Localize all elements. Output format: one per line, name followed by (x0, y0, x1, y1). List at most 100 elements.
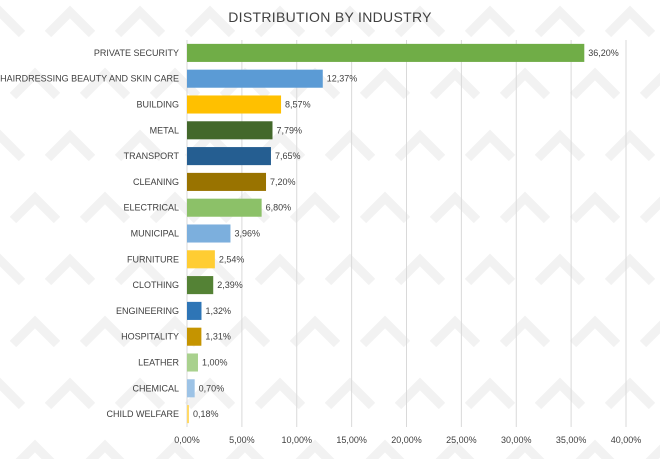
bar (187, 198, 262, 217)
background-chevron (44, 5, 96, 38)
background-chevron (639, 320, 660, 348)
background-chevron (429, 67, 481, 100)
data-label: 2,54% (219, 254, 245, 264)
background-chevron (85, 439, 125, 459)
chart-title: DISTRIBUTION BY INDUSTRY (228, 9, 432, 25)
category-label: LEATHER (138, 358, 179, 368)
category-labels: PRIVATE SECURITY HAIRDRESSING BEAUTY AND … (0, 48, 179, 419)
background-chevron (0, 129, 26, 162)
background-chevron (114, 377, 166, 410)
background-chevron (429, 315, 481, 348)
background-chevron (254, 253, 306, 286)
data-label: 7,65% (275, 151, 301, 161)
background-chevron (289, 191, 341, 224)
background-chevron (534, 129, 586, 162)
background-chevron (184, 5, 236, 38)
data-label: 8,57% (285, 100, 311, 110)
background-chevron (534, 5, 586, 38)
data-label: 36,20% (588, 48, 619, 58)
background-chevron (534, 253, 586, 286)
data-label: 2,39% (217, 280, 243, 290)
bar (187, 95, 282, 114)
background-chevron (295, 439, 335, 459)
x-tick-label: 5,00% (229, 435, 255, 445)
background-chevron (464, 253, 516, 286)
category-label: CHILD WELFARE (106, 409, 179, 419)
category-label: HOSPITALITY (121, 332, 179, 342)
background-chevron (324, 253, 376, 286)
background-chevron (114, 129, 166, 162)
bar (187, 121, 273, 140)
background-chevron (394, 377, 446, 410)
background-chevron (9, 315, 61, 348)
bar (187, 405, 189, 424)
x-tick-label: 10,00% (281, 435, 312, 445)
background-chevron (44, 129, 96, 162)
background-chevron (499, 191, 551, 224)
background-chevron (114, 253, 166, 286)
background-chevron (15, 439, 55, 459)
background-chevron (155, 439, 195, 459)
background-chevron (575, 439, 615, 459)
category-label: ENGINEERING (116, 306, 179, 316)
value-labels: 36,20% 12,37% 8,57% 7,79% 7,65% 7,20% 6,80% 3,9… (193, 48, 619, 419)
background-chevron (464, 129, 516, 162)
background-chevron (464, 5, 516, 38)
background-chevron (604, 129, 656, 162)
background-chevron (464, 377, 516, 410)
category-label: CHEMICAL (132, 383, 179, 393)
background-chevron (359, 67, 411, 100)
data-label: 7,79% (276, 125, 302, 135)
bar (187, 250, 215, 269)
background-chevron (219, 315, 271, 348)
bar (187, 301, 202, 320)
x-tick-label: 35,00% (556, 435, 587, 445)
x-tick-label: 15,00% (336, 435, 367, 445)
category-label: HAIRDRESSING BEAUTY AND SKIN CARE (0, 74, 179, 84)
background-chevron (0, 253, 26, 286)
x-tick-label: 30,00% (501, 435, 532, 445)
category-label: TRANSPORT (124, 151, 180, 161)
data-label: 3,96% (234, 229, 260, 239)
background-chevron (324, 377, 376, 410)
background-chevron (639, 72, 660, 100)
category-label: BUILDING (136, 100, 179, 110)
bar (187, 224, 231, 243)
background-chevron (499, 315, 551, 348)
background-chevron (79, 67, 131, 100)
data-label: 1,31% (205, 332, 231, 342)
bar (187, 172, 267, 191)
category-label: MUNICIPAL (131, 229, 179, 239)
background-chevron (435, 439, 475, 459)
background-chevron (359, 191, 411, 224)
gridlines (186, 40, 627, 427)
category-label: METAL (150, 125, 179, 135)
x-tick-label: 25,00% (446, 435, 477, 445)
background-chevron (79, 191, 131, 224)
category-label: CLEANING (133, 177, 179, 187)
background-chevron (0, 377, 26, 410)
background-chevron (394, 5, 446, 38)
background-chevron (225, 439, 265, 459)
background-chevron (114, 5, 166, 38)
bar (187, 43, 585, 62)
background-chevron (44, 377, 96, 410)
x-tick-label: 20,00% (391, 435, 422, 445)
bars (187, 43, 585, 424)
background-chevron (359, 315, 411, 348)
background-chevron (9, 191, 61, 224)
background-chevron (534, 377, 586, 410)
background-chevron (569, 315, 621, 348)
category-label: PRIVATE SECURITY (94, 48, 179, 58)
data-label: 1,32% (205, 306, 231, 316)
background-chevron (429, 191, 481, 224)
background-chevron (365, 439, 405, 459)
x-axis-ticks: 0,00% 5,00% 10,00% 15,00% 20,00% 25,00% 30,00%… (174, 435, 641, 445)
bar (187, 69, 323, 88)
background-chevron (604, 5, 656, 38)
category-label: FURNITURE (127, 254, 179, 264)
x-tick-label: 0,00% (174, 435, 200, 445)
bar (187, 353, 198, 372)
data-label: 12,37% (327, 74, 358, 84)
